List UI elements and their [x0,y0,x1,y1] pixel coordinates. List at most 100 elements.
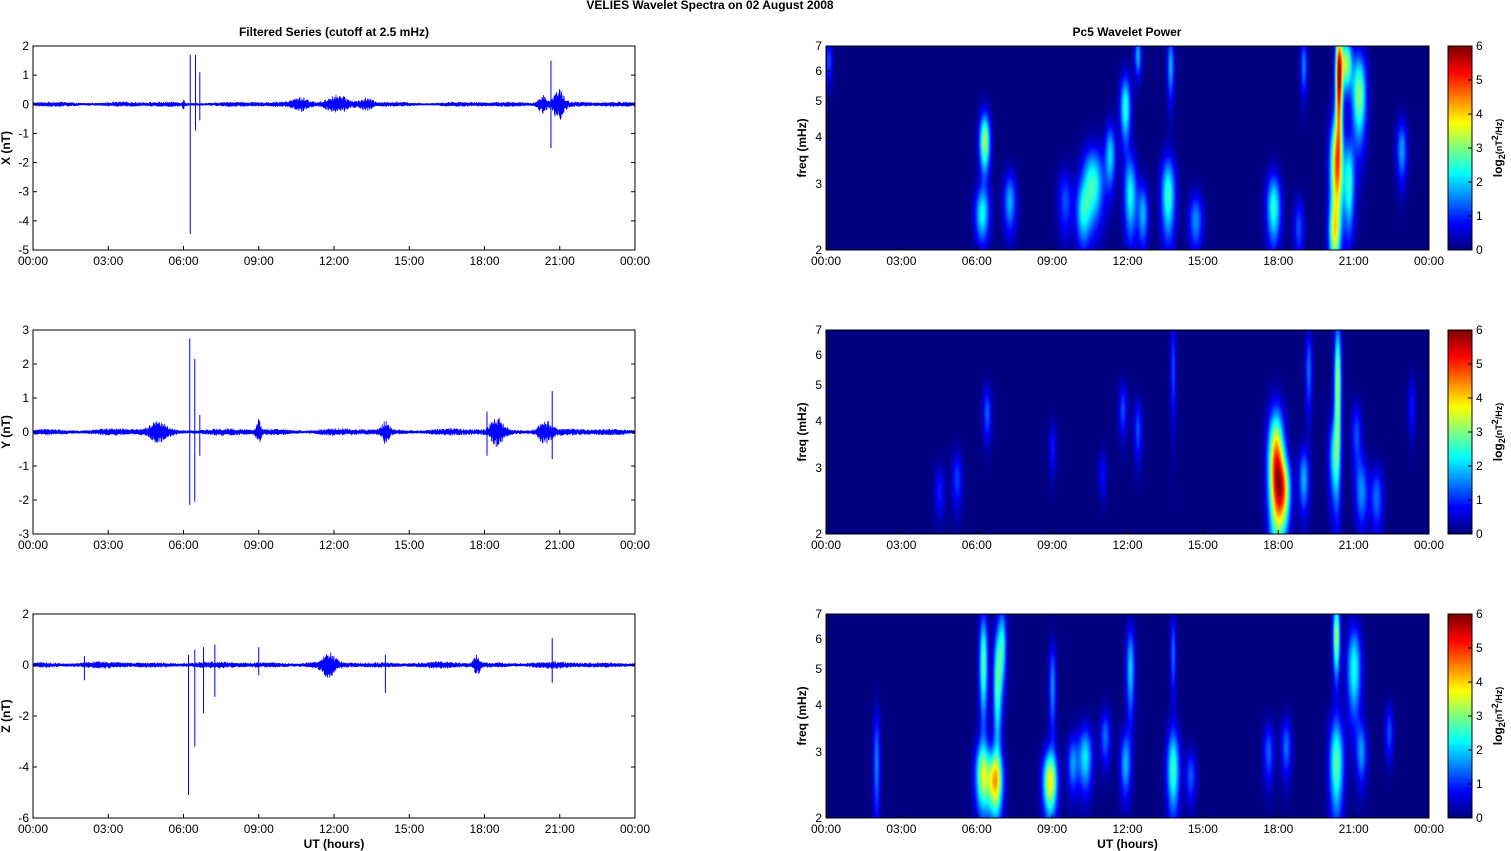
colorbar-tick-label: 4 [1476,107,1483,121]
ylabel: freq (mHz) [795,402,809,461]
wavelet-xtick-label: 06:00 [962,254,992,268]
wavelet-xtick-label: 21:00 [1339,538,1369,552]
wavelet-xtick-label: 12:00 [1112,538,1142,552]
ytick-label: 4 [815,414,822,428]
colorbar-tick-label: 4 [1476,391,1483,405]
colorbar: 0 1 2 3 4 5 6 log2(nT2/Hz) [1447,607,1507,825]
ytick-label: 3 [815,177,822,191]
ytick-label: 7 [815,607,822,621]
colorbar-label: log2(nT2/Hz) [1490,403,1507,462]
wavelet-xtick-label: 03:00 [886,822,916,836]
wavelet-xtick-label: 12:00 [1112,822,1142,836]
colorbar-tick-label: 3 [1476,709,1483,723]
series-xtick-label: 21:00 [545,822,575,836]
ytick-label: 2 [22,607,29,621]
wavelet-xtick-label: 18:00 [1263,254,1293,268]
ytick-label: 2 [815,527,822,541]
series-xtick-label: 15:00 [394,254,424,268]
ytick-label: -1 [18,459,29,473]
series-xtick-label: 15:00 [394,822,424,836]
series-xtick-label: 06:00 [168,538,198,552]
colorbar-tick-label: 5 [1476,357,1483,371]
series-xtick-label: 06:00 [168,254,198,268]
series-xtick-label: 21:00 [545,254,575,268]
ytick-label: 7 [815,323,822,337]
colorbar-tick-label: 3 [1476,141,1483,155]
ylabel: freq (mHz) [795,118,809,177]
series-xtick-label: 09:00 [244,538,274,552]
wavelet-xtick-label: 00:00 [1414,822,1444,836]
colorbar-tick-label: 2 [1476,175,1483,189]
ytick-label: -3 [18,527,29,541]
wavelet-panel-y: 2 3 4 5 6 7 freq (mHz) 00:00 03:00 06:00 09:00 12:0… [795,323,1507,552]
colorbar-tick-label: 0 [1476,527,1483,541]
series-xtick-label: 00:00 [18,538,48,552]
ytick-label: 1 [22,391,29,405]
series-xtick-label: 00:00 [620,822,650,836]
ylabel: X (nT) [0,131,13,165]
colorbar-tick-label: 6 [1476,323,1483,337]
colorbar-tick-label: 4 [1476,675,1483,689]
wavelet-xlabel: UT (hours) [1097,837,1158,851]
series-panel-x: -5 -4 -3 -2 -1 0 1 2 X (nT) 00:00 03:00 06:00 09:00 1… [0,39,650,268]
wavelet-xtick-label: 00:00 [811,254,841,268]
wavelet-power-map [826,330,1429,534]
wavelet-xtick-label: 09:00 [1037,254,1067,268]
colorbar-tick-label: 5 [1476,641,1483,655]
series-panel-y: -3 -2 -1 0 1 2 3 Y (nT) 00:00 03:00 06:00 09:00 12:0… [0,323,650,552]
series-xtick-label: 00:00 [620,254,650,268]
series-xlabel: UT (hours) [304,837,365,851]
ytick-label: 1 [22,68,29,82]
ytick-label: 0 [22,425,29,439]
plot-background [33,614,635,818]
ytick-label: 6 [815,348,822,362]
wavelet-xtick-label: 06:00 [962,822,992,836]
wavelet-xtick-label: 03:00 [886,538,916,552]
colorbar-tick-label: 1 [1476,209,1483,223]
colorbar-label: log2(nT2/Hz) [1490,687,1507,746]
ytick-label: 5 [815,378,822,392]
ytick-label: 2 [815,243,822,257]
series-xtick-label: 00:00 [18,254,48,268]
series-xtick-label: 18:00 [469,822,499,836]
ytick-label: -5 [18,243,29,257]
series-xtick-label: 09:00 [244,822,274,836]
series-xtick-label: 00:00 [18,822,48,836]
ytick-label: 2 [22,39,29,53]
ylabel: freq (mHz) [795,686,809,745]
ytick-label: -6 [18,811,29,825]
wavelet-xtick-label: 15:00 [1188,538,1218,552]
ytick-label: 2 [815,811,822,825]
plot-area: -5 -4 -3 -2 -1 0 1 2 X (nT) 00:00 03:00 06:00 09:00 1… [0,39,1507,851]
trace-line [32,89,636,120]
plot-background [33,46,635,250]
colorbar-tick-label: 6 [1476,39,1483,53]
series-xtick-label: 09:00 [244,254,274,268]
figure-title: VELIES Wavelet Spectra on 02 August 2008 [586,0,834,12]
ytick-label: -4 [18,214,29,228]
series-xtick-label: 00:00 [620,538,650,552]
wavelet-xtick-label: 00:00 [1414,538,1444,552]
ytick-label: -4 [18,760,29,774]
wavelet-xtick-label: 03:00 [886,254,916,268]
colorbar-label: log2(nT2/Hz) [1490,119,1507,178]
series-xtick-label: 21:00 [545,538,575,552]
trace-line [32,652,636,678]
series-xtick-label: 15:00 [394,538,424,552]
wavelet-panel-x: 2 3 4 5 6 7 freq (mHz) 00:00 03:00 06:00 09:00 12:0… [795,39,1507,268]
series-xtick-label: 12:00 [319,254,349,268]
colorbar-tick-label: 3 [1476,425,1483,439]
series-xtick-label: 03:00 [93,254,123,268]
ytick-label: 2 [22,357,29,371]
ylabel: Y (nT) [0,415,13,449]
ytick-label: 0 [22,658,29,672]
ytick-label: 3 [22,323,29,337]
colorbar-tick-label: 2 [1476,459,1483,473]
series-xtick-label: 18:00 [469,254,499,268]
wavelet-xtick-label: 00:00 [1414,254,1444,268]
wavelet-xtick-label: 15:00 [1188,822,1218,836]
wavelet-xtick-label: 00:00 [811,538,841,552]
right-column-title: Pc5 Wavelet Power [1073,25,1182,39]
colorbar: 0 1 2 3 4 5 6 log2(nT2/Hz) [1447,323,1507,541]
wavelet-xtick-label: 18:00 [1263,538,1293,552]
